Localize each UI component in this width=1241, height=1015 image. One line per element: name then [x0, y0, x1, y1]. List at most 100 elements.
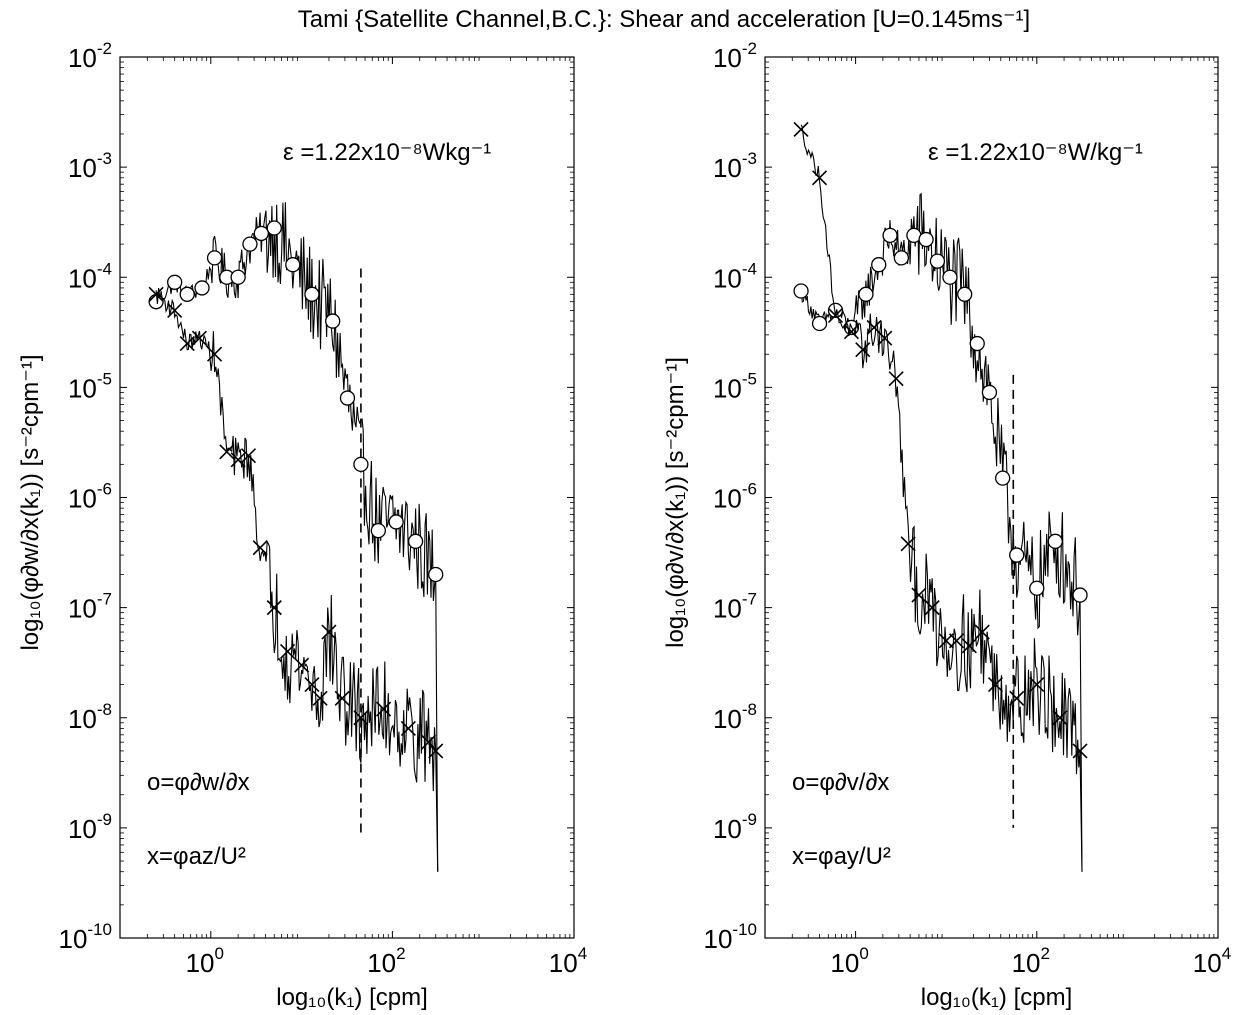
acceleration-point: [312, 690, 328, 706]
shear-point: [1009, 547, 1025, 563]
acceleration-point: [1052, 710, 1068, 726]
x-tick-label: 100: [830, 944, 868, 978]
y-tick-label: 10-7: [68, 590, 112, 624]
data-layer: [148, 202, 444, 872]
acceleration-point: [1072, 743, 1088, 759]
acceleration-point: [304, 677, 320, 693]
acceleration-point: [321, 624, 337, 640]
acceleration-point: [877, 330, 893, 346]
y-tick-label: 10-3: [713, 149, 757, 183]
acceleration-point: [987, 677, 1004, 693]
shear-point: [957, 286, 973, 302]
shear-point: [918, 231, 934, 248]
legend-acceleration: x=φay/U²: [792, 843, 891, 870]
acceleration-point: [948, 633, 965, 649]
acceleration-point: [827, 307, 844, 324]
shear-point: [893, 250, 910, 266]
acceleration-point: [279, 643, 296, 660]
shear-point: [1029, 580, 1045, 596]
shear-point: [304, 286, 320, 302]
shear-point: [148, 294, 164, 310]
shear-point: [428, 566, 444, 583]
plot-frame: [119, 56, 575, 939]
shear-point: [353, 456, 369, 472]
y-tick-label: 10-4: [68, 259, 112, 293]
shear-point: [969, 335, 985, 352]
shear-point: [266, 220, 282, 236]
shear-point: [285, 257, 301, 273]
acceleration-point: [376, 701, 392, 717]
y-tick-label: 10-7: [713, 590, 757, 624]
y-tick-label: 10-8: [68, 700, 112, 734]
y-tick-label: 10-5: [68, 369, 112, 403]
shear-point: [871, 257, 887, 273]
x-tick-label: 102: [1012, 944, 1050, 978]
acceleration-point: [843, 324, 860, 340]
acceleration-point: [420, 734, 437, 750]
y-tick-label: 10-5: [713, 369, 757, 403]
y-tick-label: 10-8: [713, 700, 757, 734]
epsilon-annotation: ε =1.22x10⁻⁸W/kg⁻¹: [928, 139, 1143, 166]
x-tick-label: 104: [549, 944, 587, 978]
acceleration-point: [230, 452, 246, 468]
shear-point: [1072, 587, 1088, 603]
acceleration-point: [855, 342, 871, 358]
x-tick-label: 102: [367, 944, 405, 978]
acceleration-point: [911, 587, 927, 603]
acceleration-point: [294, 657, 310, 673]
left-panel: 10-2 10-3 10-4 10-5 10-6 10-7 10-8 10-9 10-10 100…: [17, 39, 587, 1011]
y-tick-label: 10-10: [59, 920, 113, 954]
y-axis-label: log₁₀(φ∂v/∂x(k₁)) [s⁻²cpm⁻¹]: [662, 357, 689, 648]
acceleration-point: [793, 121, 809, 137]
acceleration-point: [148, 286, 164, 302]
right-panel: 10-2 10-3 10-4 10-5 10-6 10-7 10-8 10-9 10-10 100…: [662, 39, 1231, 1011]
data-layer: [793, 121, 1088, 872]
shear-point: [995, 470, 1011, 486]
acceleration-point: [1009, 690, 1025, 706]
acceleration-point: [428, 743, 444, 759]
legend-shear: o=φ∂v/∂x: [792, 769, 889, 796]
y-tick-label: 10-10: [704, 920, 758, 954]
shear-point: [793, 283, 809, 299]
acceleration-point: [811, 170, 828, 186]
y-tick-label: 10-6: [68, 480, 112, 514]
legend-acceleration: x=φaz/U²: [147, 843, 246, 870]
shear-point: [194, 280, 210, 296]
y-tick-label: 10-3: [68, 149, 112, 183]
shear-point: [339, 390, 356, 406]
acceleration-point: [219, 444, 235, 460]
figure-title: Tami {Satellite Channel,B.C.}: Shear and…: [298, 6, 1030, 33]
acceleration-point: [240, 448, 257, 464]
acceleration-point: [1029, 677, 1045, 693]
shear-point: [1047, 533, 1063, 549]
y-axis-label: log₁₀(φ∂w/∂x(k₁)) [s⁻²cpm⁻¹]: [17, 354, 44, 650]
acceleration-point: [252, 540, 268, 556]
legend-shear: o=φ∂w/∂x: [147, 769, 250, 796]
shear-point: [230, 269, 246, 285]
plot-frame: [764, 56, 1219, 939]
shear-point: [242, 236, 258, 252]
shear-point: [179, 286, 195, 302]
shear-point: [981, 384, 998, 401]
acceleration-point: [974, 624, 990, 640]
acceleration-point: [334, 690, 350, 706]
shear-point: [388, 514, 404, 530]
y-tick-label: 10-6: [713, 480, 757, 514]
x-axis-label: log₁₀(k₁) [cpm]: [276, 984, 428, 1011]
shear-point: [858, 286, 874, 302]
acceleration-point: [191, 330, 208, 346]
y-tick-label: 10-4: [713, 259, 757, 293]
y-tick-label: 10-9: [713, 810, 757, 844]
shear-point: [325, 313, 341, 329]
y-tick-label: 10-2: [713, 39, 757, 73]
acceleration-spectrum-line: [155, 288, 439, 872]
x-axis-label: log₁₀(k₁) [cpm]: [921, 984, 1073, 1011]
shear-point: [827, 302, 844, 319]
shear-point: [942, 269, 958, 285]
shear-point: [811, 315, 828, 332]
y-tick-label: 10-2: [68, 39, 112, 73]
epsilon-annotation: ε =1.22x10⁻⁸Wkg⁻¹: [283, 139, 491, 166]
shear-point: [882, 227, 898, 244]
acceleration-point: [179, 335, 195, 352]
